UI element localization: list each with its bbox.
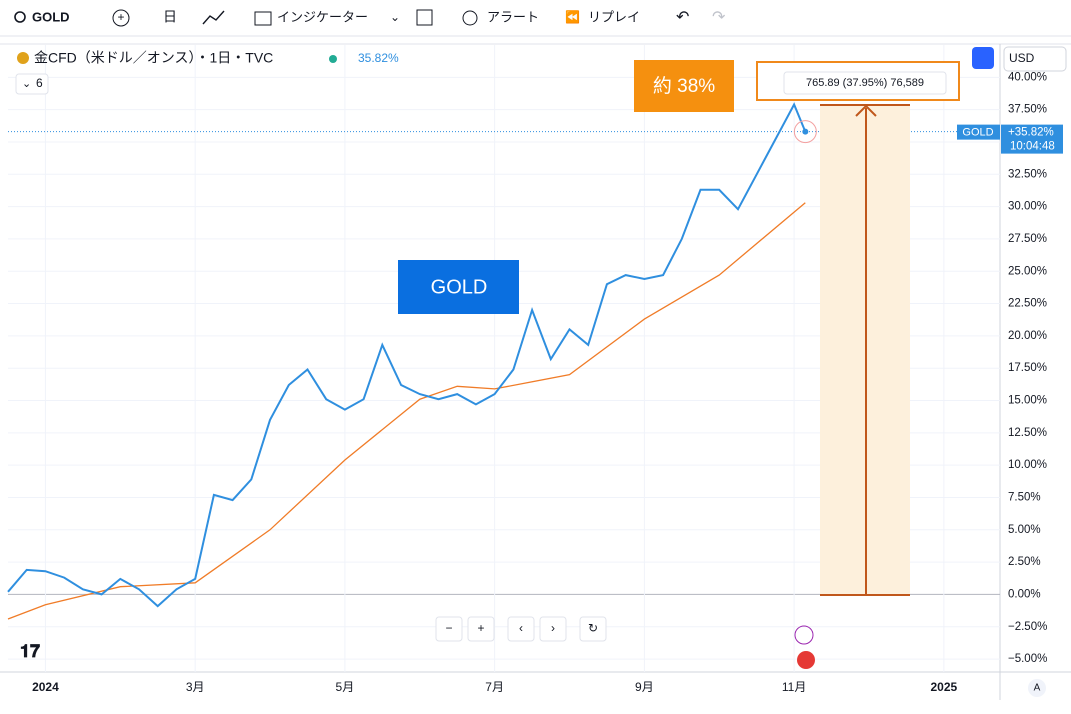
last-point-ring	[793, 120, 817, 144]
y-tick-label: 25.00%	[1008, 265, 1047, 277]
zoom-in-icon: +	[477, 621, 484, 635]
currency-box[interactable]	[1003, 46, 1067, 72]
x-tick-label: 7月	[485, 680, 504, 694]
economic-event[interactable]	[797, 651, 815, 669]
y-tick-label: 2.50%	[1008, 556, 1041, 568]
reset-icon: ↻	[588, 621, 598, 635]
interval[interactable]: 日	[163, 9, 177, 25]
scroll-left[interactable]	[507, 616, 535, 642]
zoom-out-icon: −	[445, 621, 452, 635]
y-tick-label: 15.00%	[1008, 395, 1047, 407]
series-line	[7, 102, 807, 608]
layout-icon[interactable]	[416, 9, 433, 26]
sync-button[interactable]	[972, 47, 994, 69]
logo: 𝟏𝟕	[20, 641, 40, 661]
y-tick-label: 7.50%	[1008, 492, 1041, 504]
y-tick-label: 10.00%	[1008, 459, 1047, 471]
y-tick-label: −2.50%	[1008, 621, 1047, 633]
measure-arrowhead	[855, 104, 877, 117]
add-symbol[interactable]	[112, 9, 130, 27]
alert-icon[interactable]	[462, 10, 478, 26]
add-symbol-plus: +	[117, 10, 124, 24]
y-tick-label: 22.50%	[1008, 298, 1047, 310]
reset[interactable]	[579, 616, 607, 642]
x-tick-label: 2025	[930, 680, 957, 694]
y-tick-label: 32.50%	[1008, 168, 1047, 180]
y-tick-label: −5.00%	[1008, 653, 1047, 665]
legend-toggle[interactable]	[15, 73, 49, 95]
series-line	[7, 202, 806, 620]
indicator-icon[interactable]	[254, 11, 272, 26]
replay-icon[interactable]: ⏪	[565, 10, 580, 24]
callout: 約 38%	[653, 75, 715, 97]
nav: − + ‹ › ↻	[435, 616, 607, 642]
y-tick-label: 20.00%	[1008, 330, 1047, 342]
replay[interactable]: リプレイ	[588, 9, 640, 24]
currency[interactable]: USD	[1009, 51, 1035, 65]
indicators[interactable]: インジケーター	[277, 9, 368, 24]
legend-chevron: ⌄	[22, 78, 31, 90]
price-tag-change: +35.82%	[1008, 127, 1054, 139]
zoom-out[interactable]	[435, 616, 463, 642]
y-tick-label: 37.50%	[1008, 104, 1047, 116]
measure-label: 765.89 (37.95%) 76,589	[806, 77, 924, 89]
legend-change: 35.82%	[358, 51, 399, 65]
event-icon[interactable]	[794, 625, 814, 645]
measure-label-box	[783, 71, 947, 95]
market-status	[329, 55, 337, 63]
alert[interactable]: アラート	[487, 9, 539, 24]
callout-box	[634, 60, 734, 112]
zoom-in[interactable]	[467, 616, 495, 642]
label-box	[398, 260, 519, 314]
price-tag-box	[1001, 124, 1063, 154]
legend-count[interactable]: 6	[36, 76, 43, 90]
scroll-right[interactable]	[539, 616, 567, 642]
undo[interactable]: ↶	[676, 9, 689, 26]
x-tick-label: 11月	[782, 680, 806, 694]
symbol-logo	[17, 52, 29, 64]
y-tick-label: 30.00%	[1008, 201, 1047, 213]
y-tick-label: 0.00%	[1008, 588, 1041, 600]
y-tick-label: 17.50%	[1008, 362, 1047, 374]
search-icon[interactable]	[14, 11, 26, 23]
symbol[interactable]: GOLD	[32, 9, 70, 24]
scroll-left-icon: ‹	[519, 621, 523, 635]
dropdown[interactable]: ⌄	[390, 10, 400, 24]
redo[interactable]: ↷	[712, 9, 726, 26]
chart-type[interactable]	[202, 10, 225, 25]
y-tick-label: 40.00%	[1008, 71, 1047, 83]
price-tag-symbol: GOLD	[962, 127, 993, 139]
auto-scale[interactable]	[1028, 679, 1046, 697]
scroll-right-icon: ›	[551, 621, 555, 635]
x-tick-label: 3月	[186, 680, 205, 694]
x-tick-label: 9月	[635, 680, 654, 694]
price-tag-time: 10:04:48	[1010, 141, 1055, 153]
last-point	[802, 128, 809, 135]
y-tick-label: 12.50%	[1008, 427, 1047, 439]
price-tag-symbol-box	[957, 124, 1000, 140]
x-tick-label: 2024	[32, 680, 59, 694]
auto-scale-label[interactable]: A	[1034, 683, 1041, 694]
label: GOLD	[431, 276, 488, 298]
y-tick-label: 27.50%	[1008, 233, 1047, 245]
toolbar	[0, 0, 1071, 36]
x-tick-label: 5月	[336, 680, 355, 694]
legend-title: 金CFD（米ドル／オンス）・1日・TVC	[34, 50, 273, 66]
y-tick-label: 5.00%	[1008, 524, 1041, 536]
